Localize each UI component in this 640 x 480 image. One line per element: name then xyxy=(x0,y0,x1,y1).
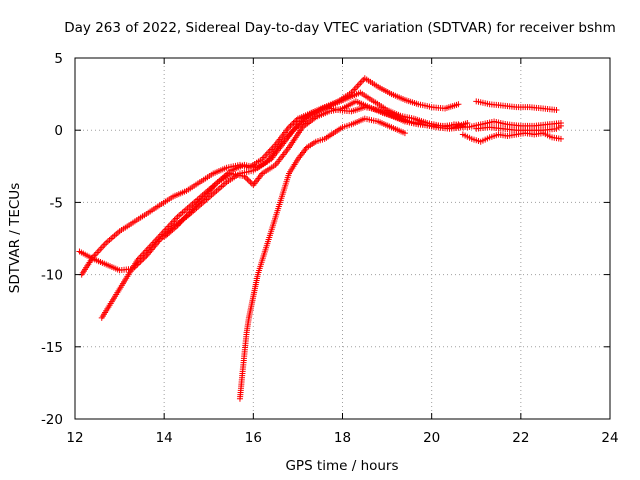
series-track-d xyxy=(161,104,462,241)
data-point xyxy=(247,179,254,186)
data-point xyxy=(245,177,252,184)
series-track-f xyxy=(473,98,560,113)
data-point xyxy=(557,135,564,142)
data-points xyxy=(76,75,564,402)
x-axis-label: GPS time / hours xyxy=(285,458,398,474)
x-tick-label: 22 xyxy=(512,430,529,446)
y-tick-label: -15 xyxy=(41,340,63,356)
y-axis-label: SDTVAR / TECUs xyxy=(7,183,23,293)
x-tick-label: 14 xyxy=(156,430,173,446)
grid xyxy=(75,58,610,419)
data-point xyxy=(244,176,251,183)
data-point xyxy=(293,117,300,124)
y-tick-label: 0 xyxy=(54,123,63,139)
x-tick-label: 18 xyxy=(334,430,351,446)
data-point xyxy=(455,101,462,108)
x-ticks: 12 14 16 18 20 22 24 xyxy=(66,58,619,446)
data-point xyxy=(291,118,298,125)
x-tick-label: 16 xyxy=(245,430,262,446)
x-tick-label: 20 xyxy=(423,430,440,446)
y-tick-label: -10 xyxy=(41,268,63,284)
data-point xyxy=(401,130,408,137)
series-track-i xyxy=(473,122,564,134)
series-track-b xyxy=(76,89,471,274)
x-tick-label: 24 xyxy=(601,430,618,446)
series-track-e xyxy=(236,115,408,402)
data-point xyxy=(242,174,249,181)
data-point xyxy=(290,119,297,126)
y-tick-label: 5 xyxy=(54,51,63,67)
data-point xyxy=(287,122,294,129)
y-tick-label: -5 xyxy=(50,195,63,211)
data-point xyxy=(286,124,292,131)
y-tick-label: -20 xyxy=(41,412,63,428)
x-tick-label: 12 xyxy=(66,430,83,446)
data-point xyxy=(241,173,248,180)
data-point xyxy=(557,122,564,129)
y-ticks: 5 0 -5 -10 -15 -20 xyxy=(41,51,610,428)
chart-title: Day 263 of 2022, Sidereal Day-to-day VTE… xyxy=(64,20,615,36)
series-track-a xyxy=(78,75,462,278)
data-point xyxy=(288,121,295,128)
data-point xyxy=(553,106,560,113)
